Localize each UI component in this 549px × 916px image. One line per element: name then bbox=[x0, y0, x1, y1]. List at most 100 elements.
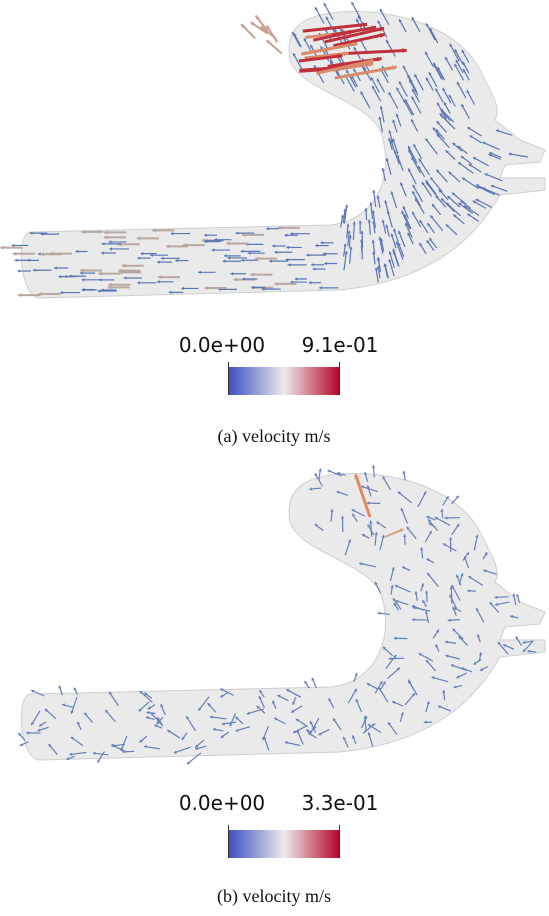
arrow-head bbox=[181, 286, 185, 291]
arrow-head bbox=[222, 259, 226, 263]
arrow bbox=[371, 85, 382, 102]
arrow-head bbox=[411, 96, 415, 100]
arrow-head bbox=[147, 706, 151, 710]
arrow-head bbox=[412, 88, 415, 93]
arrow bbox=[440, 197, 455, 213]
arrow bbox=[450, 586, 453, 604]
arrow bbox=[379, 8, 390, 26]
arrow bbox=[344, 539, 352, 556]
arrow-head bbox=[334, 28, 338, 32]
arrow-head bbox=[432, 127, 436, 131]
arrow bbox=[407, 149, 417, 166]
arrow bbox=[457, 202, 474, 214]
arrow-head bbox=[81, 278, 85, 282]
arrow-head bbox=[428, 523, 432, 526]
arrow bbox=[395, 241, 404, 260]
arrow-head bbox=[436, 121, 440, 125]
arrow-head bbox=[436, 629, 439, 633]
arrow bbox=[370, 76, 381, 94]
arrow bbox=[387, 210, 393, 228]
arrow-head bbox=[385, 158, 389, 162]
arrow-head bbox=[378, 236, 382, 240]
arrow-head bbox=[314, 7, 318, 11]
arrow-head bbox=[374, 532, 378, 536]
arrow-head bbox=[344, 250, 348, 254]
arrow-head bbox=[357, 15, 361, 19]
arrow bbox=[30, 710, 41, 726]
arrow-head bbox=[209, 715, 213, 719]
arrow-head bbox=[374, 267, 379, 271]
arrow-head bbox=[105, 709, 109, 714]
arrow-head bbox=[455, 495, 459, 499]
arrow-head bbox=[430, 177, 434, 181]
arrow-head bbox=[456, 81, 460, 86]
arrow-head bbox=[394, 584, 398, 588]
arrow-head bbox=[421, 181, 425, 186]
arrow bbox=[484, 173, 503, 182]
vessel bbox=[20, 473, 546, 761]
arrow-head bbox=[445, 56, 448, 61]
arrow-head bbox=[81, 229, 85, 234]
arrow-head bbox=[460, 156, 465, 160]
arrow-head bbox=[293, 730, 297, 734]
arrow-head bbox=[377, 611, 381, 615]
arrow bbox=[429, 176, 443, 193]
colorbar-max: 3.3e-01 bbox=[302, 791, 379, 815]
arrow-head bbox=[328, 698, 332, 702]
arrow-head bbox=[346, 223, 350, 227]
arrow-head bbox=[351, 509, 355, 513]
arrow-head bbox=[204, 285, 209, 291]
arrow-head bbox=[204, 233, 207, 237]
arrow-head bbox=[98, 278, 102, 282]
arrow-head bbox=[430, 215, 434, 219]
arrow-head bbox=[104, 235, 108, 240]
arrow-head bbox=[104, 230, 108, 235]
arrow-head bbox=[333, 718, 336, 722]
panel-a: 0.0e+00 9.1e-01 (a) velocity m/s bbox=[0, 1, 546, 447]
arrow-head bbox=[139, 739, 143, 743]
arrow-head bbox=[436, 169, 440, 173]
arrow-head bbox=[139, 691, 143, 695]
arrow-head bbox=[313, 65, 317, 69]
arrow-head bbox=[390, 585, 394, 589]
arrow-head bbox=[137, 281, 141, 285]
arrow-head bbox=[443, 102, 447, 106]
arrow-head bbox=[400, 712, 404, 716]
arrow-head bbox=[66, 757, 70, 761]
arrow-head bbox=[364, 207, 368, 211]
arrow-head bbox=[360, 244, 364, 248]
arrow-head bbox=[369, 202, 373, 206]
arrow-head bbox=[445, 224, 450, 228]
arrow-head bbox=[420, 583, 425, 587]
arrow-head bbox=[369, 520, 373, 524]
arrow-head bbox=[395, 113, 399, 117]
caption: (a) velocity m/s bbox=[218, 426, 331, 447]
arrow-head bbox=[393, 636, 397, 640]
arrow-head bbox=[515, 636, 519, 640]
arrow-head bbox=[39, 723, 43, 727]
arrow bbox=[412, 143, 423, 160]
arrow-head bbox=[318, 732, 322, 736]
arrow bbox=[314, 6, 325, 24]
arrow bbox=[450, 664, 468, 671]
arrow-head bbox=[408, 680, 412, 685]
arrow bbox=[482, 187, 500, 196]
arrow-head bbox=[376, 195, 380, 199]
arrow-head bbox=[274, 717, 278, 721]
arrow-head bbox=[479, 667, 484, 671]
arrow-head bbox=[286, 689, 290, 693]
arrow bbox=[425, 22, 436, 41]
arrow-head bbox=[349, 246, 353, 250]
arrow-head bbox=[397, 242, 401, 247]
arrow-head bbox=[367, 524, 371, 528]
arrow-head bbox=[453, 214, 457, 218]
arrow bbox=[447, 195, 461, 208]
arrow-head bbox=[311, 677, 315, 681]
arrow-head bbox=[412, 184, 416, 189]
arrow-head bbox=[198, 707, 202, 711]
arrow-head bbox=[366, 683, 370, 687]
arrow bbox=[411, 96, 422, 114]
arrow bbox=[407, 168, 417, 185]
arrow-head bbox=[306, 729, 310, 733]
arrow bbox=[429, 214, 444, 231]
